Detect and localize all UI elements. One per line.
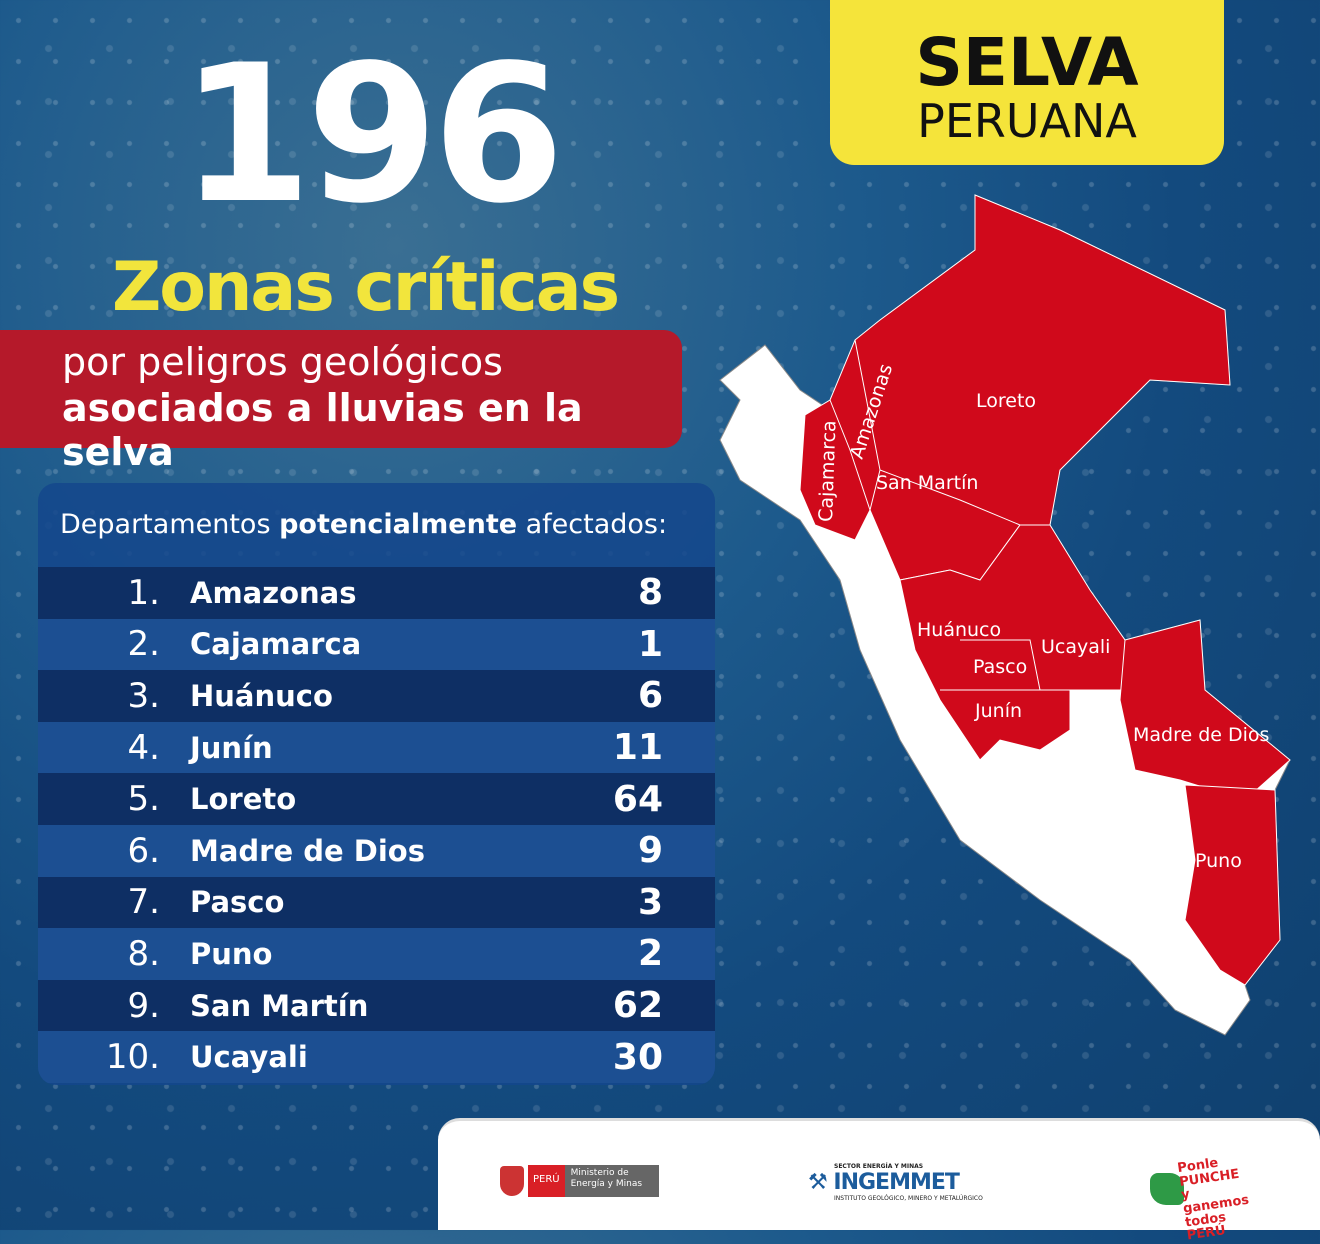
- department-name: Cajamarca: [190, 627, 362, 662]
- department-name: Junín: [190, 730, 273, 765]
- zone-count: 1: [637, 623, 663, 665]
- region-central: [899, 524, 1136, 761]
- department-name: Pasco: [190, 885, 285, 920]
- rank: 5.: [127, 779, 160, 820]
- panel-title: Departamentos potencialmente afectados:: [60, 509, 668, 540]
- badge-line1: SELVA: [915, 24, 1139, 101]
- department-name: San Martín: [190, 988, 369, 1023]
- region-badge: SELVA PERUANA: [830, 0, 1224, 165]
- zone-count: 11: [612, 727, 663, 769]
- zone-count: 6: [637, 675, 663, 717]
- table-row: 1. Amazonas 8: [38, 567, 715, 619]
- table-row: 9. San Martín 62: [38, 979, 715, 1032]
- map-label-huanuco: Huánuco: [917, 619, 1001, 641]
- ponle-punche-logo: Ponle PUNCHE y ganemos todos PERÚ: [1150, 1156, 1250, 1244]
- map-label-loreto: Loreto: [976, 390, 1036, 412]
- region-puno: [1184, 784, 1281, 986]
- department-name: Ucayali: [190, 1040, 308, 1075]
- footer-logos: PERÚ Ministerio de Energía y Minas SECTO…: [438, 1118, 1320, 1244]
- rank: 10.: [105, 1037, 160, 1078]
- rank: 2.: [127, 624, 160, 665]
- zone-count: 3: [637, 881, 663, 923]
- zone-count: 8: [637, 572, 663, 614]
- table-row: 3. Huánuco 6: [38, 670, 715, 722]
- subtitle-banner: por peligros geológicos asociados a lluv…: [0, 330, 682, 474]
- department-name: Amazonas: [190, 575, 357, 610]
- peru-map-icon: [1150, 1173, 1184, 1205]
- department-name: Huánuco: [190, 678, 333, 713]
- zone-count: 64: [612, 778, 663, 820]
- rank: 7.: [127, 882, 160, 923]
- coat-of-arms-icon: [500, 1166, 524, 1196]
- badge-line2: PERUANA: [917, 94, 1137, 148]
- map-label-san-martin: San Martín: [876, 472, 978, 494]
- department-name: Loreto: [190, 782, 297, 817]
- map-label-madre-de-dios: Madre de Dios: [1133, 724, 1269, 746]
- zone-count: 9: [637, 830, 663, 872]
- department-name: Madre de Dios: [190, 833, 425, 868]
- minem-logo: PERÚ Ministerio de Energía y Minas: [500, 1165, 659, 1197]
- map-label-cajamarca: Cajamarca: [815, 420, 841, 522]
- table-row: 7. Pasco 3: [38, 876, 715, 929]
- rank: 6.: [127, 830, 160, 871]
- rank: 9.: [127, 985, 160, 1026]
- headline-title: Zonas críticas: [112, 248, 620, 327]
- rank: 4.: [127, 727, 160, 768]
- rank: 3.: [127, 675, 160, 716]
- map-label-pasco: Pasco: [973, 656, 1027, 678]
- rank: 8.: [127, 933, 160, 974]
- critical-zones-count: 196: [180, 24, 565, 245]
- ingemmet-logo: SECTOR ENERGÍA Y MINAS ⚒ INGEMMET INSTIT…: [808, 1163, 983, 1202]
- map-label-ucayali: Ucayali: [1041, 636, 1110, 658]
- pickaxe-icon: ⚒: [808, 1170, 828, 1195]
- zone-count: 62: [612, 985, 663, 1027]
- zone-count: 30: [612, 1036, 663, 1078]
- table-row: 6. Madre de Dios 9: [38, 824, 715, 877]
- map-label-puno: Puno: [1195, 850, 1242, 872]
- table-row: 5. Loreto 64: [38, 773, 715, 825]
- map-label-junin: Junín: [974, 700, 1022, 722]
- table-row: 2. Cajamarca 1: [38, 618, 715, 671]
- table-row: 10. Ucayali 30: [38, 1031, 715, 1083]
- table-row: 4. Junín 11: [38, 721, 715, 774]
- zone-count: 2: [637, 933, 663, 975]
- table-row: 8. Puno 2: [38, 928, 715, 980]
- department-name: Puno: [190, 936, 273, 971]
- subtitle-line1: por peligros geológicos: [62, 340, 503, 384]
- departments-panel: Departamentos potencialmente afectados: …: [38, 483, 715, 1085]
- rank: 1.: [127, 572, 160, 613]
- subtitle-line2: asociados a lluvias en la selva: [62, 386, 583, 474]
